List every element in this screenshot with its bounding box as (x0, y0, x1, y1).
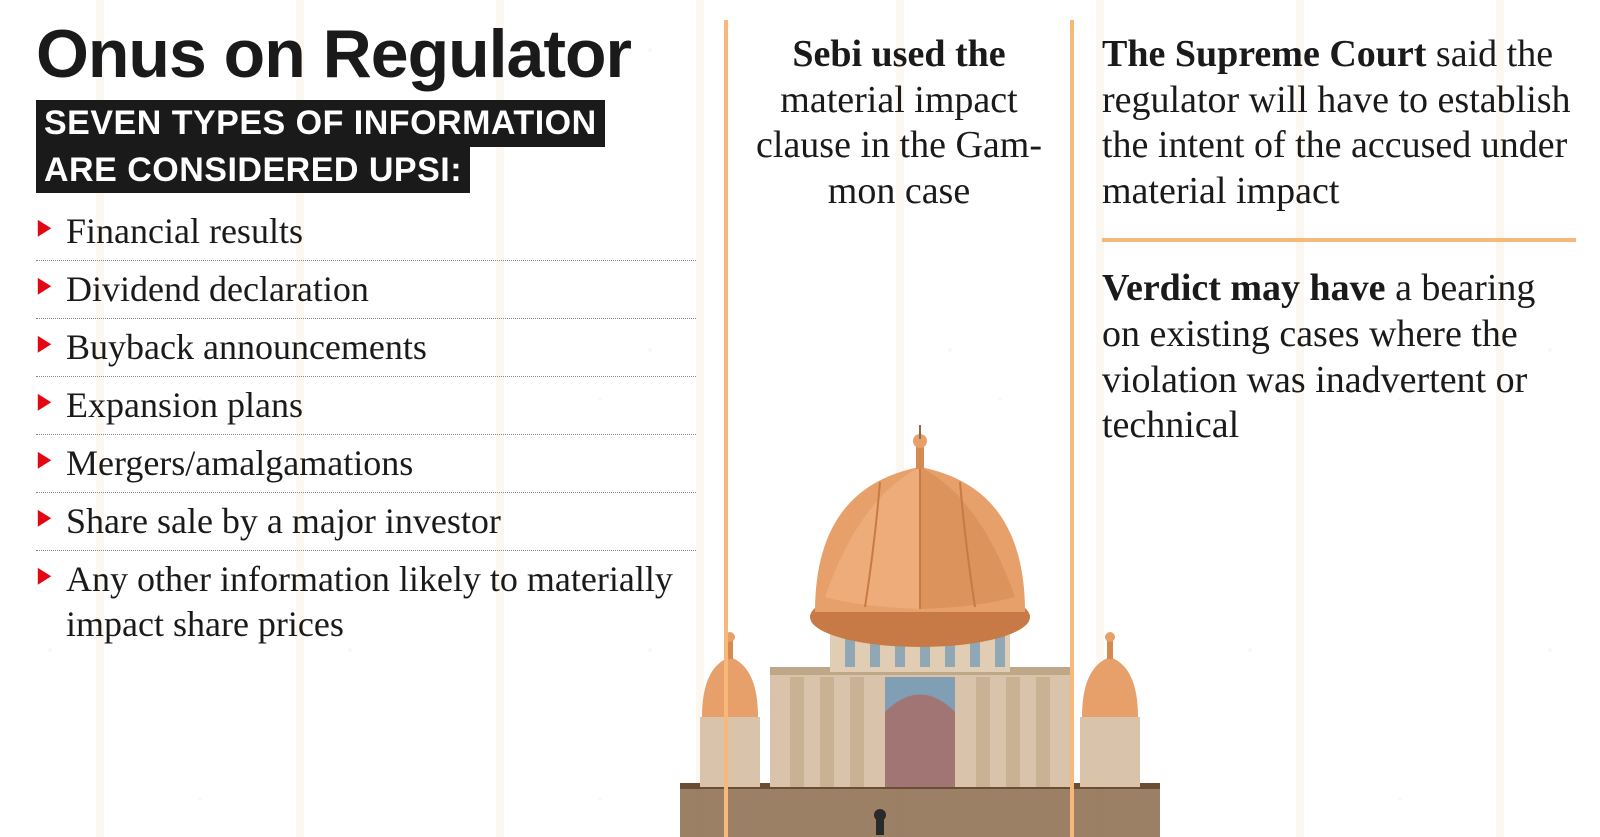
list-item: Dividend declaration (36, 261, 696, 319)
list-item: Mergers/amalgamations (36, 435, 696, 493)
middle-column: Sebi used the material impact clause in … (724, 20, 1074, 837)
upsi-list: Financial results Dividend declaration B… (36, 203, 696, 653)
infographic-container: Onus on Regulator SEVEN TYPES OF INFORMA… (0, 0, 1600, 837)
list-item: Financial results (36, 203, 696, 261)
list-item: Share sale by a major investor (36, 493, 696, 551)
mid-rest: material impact clause in the Gam­mon ca… (756, 79, 1042, 212)
right-bold-lead: The Supreme Court (1102, 33, 1426, 75)
list-item: Buyback announcements (36, 319, 696, 377)
right-block-1: The Supreme Court said the regulator wil… (1102, 32, 1576, 242)
right-block-2: Verdict may have a bearing on existing c… (1102, 266, 1576, 472)
right-column: The Supreme Court said the regulator wil… (1102, 20, 1576, 837)
left-column: Onus on Regulator SEVEN TYPES OF INFORMA… (36, 20, 696, 837)
list-item: Any other information likely to material… (36, 551, 696, 653)
mid-block-text: Sebi used the material impact clause in … (752, 32, 1046, 214)
right-bold-lead: Verdict may have (1102, 267, 1386, 309)
headline: Onus on Regulator (36, 20, 696, 88)
mid-bold-lead: Sebi used the (792, 33, 1005, 75)
subhead-line-1: SEVEN TYPES OF INFORMATION (36, 100, 605, 147)
subhead-line-2: ARE CONSIDERED UPSI: (36, 147, 470, 194)
subhead: SEVEN TYPES OF INFORMATION ARE CONSIDERE… (36, 100, 605, 193)
list-item: Expansion plans (36, 377, 696, 435)
